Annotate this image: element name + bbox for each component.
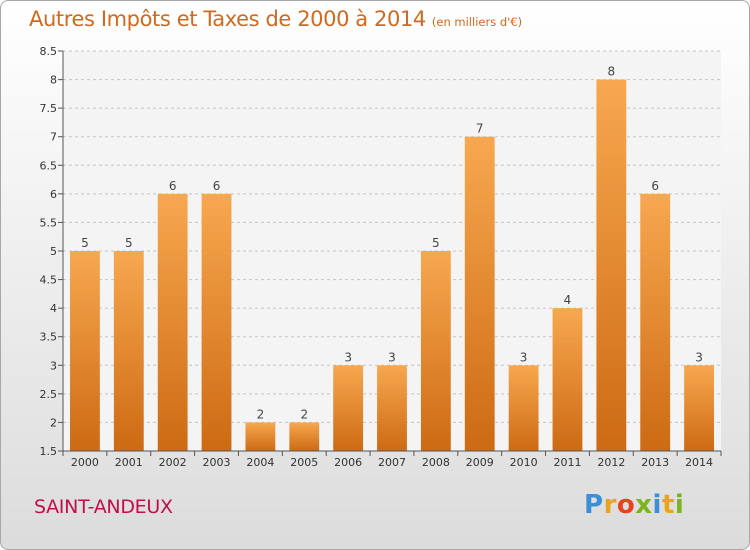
y-tick-label: 3.5 — [40, 331, 58, 344]
data-label-2003: 6 — [213, 179, 221, 193]
data-label-2009: 7 — [476, 122, 484, 136]
bar-2007 — [377, 365, 407, 451]
logo-letter: o — [616, 490, 636, 520]
x-tick-label: 2011 — [553, 456, 581, 469]
data-label-2011: 4 — [564, 293, 572, 307]
y-tick-label: 6 — [50, 188, 57, 201]
y-tick-label: 2.5 — [40, 388, 58, 401]
y-tick-label: 8 — [50, 74, 57, 87]
bar-2011 — [552, 308, 583, 451]
data-label-2013: 6 — [651, 179, 659, 193]
data-label-2008: 5 — [432, 236, 440, 250]
bars — [70, 79, 714, 452]
data-label-2001: 5 — [125, 236, 133, 250]
bar-2006 — [333, 365, 364, 451]
x-tick-label: 2003 — [203, 456, 231, 469]
x-tick-label: 2012 — [597, 456, 625, 469]
bar-2000 — [70, 251, 100, 451]
y-tick-label: 2 — [50, 416, 57, 429]
logo-letter: P — [584, 490, 604, 520]
logo-letter: i — [674, 490, 685, 520]
data-label-2014: 3 — [695, 350, 703, 364]
x-tick-label: 2000 — [71, 456, 99, 469]
data-label-2004: 2 — [257, 407, 265, 421]
y-tick-label: 1.5 — [40, 445, 58, 458]
x-tick-label: 2008 — [422, 456, 450, 469]
logo-letter: r — [603, 490, 617, 520]
bar-2009 — [464, 136, 495, 451]
bar-2002 — [157, 193, 188, 451]
y-tick-label: 4.5 — [40, 274, 58, 287]
x-tick-label: 2009 — [466, 456, 494, 469]
bar-2001 — [113, 251, 144, 451]
y-tick-label: 7.5 — [40, 102, 58, 115]
x-tick-label: 2002 — [159, 456, 187, 469]
bar-2005 — [289, 422, 320, 451]
x-tick-label: 2010 — [510, 456, 538, 469]
data-label-2010: 3 — [520, 350, 528, 364]
bar-2012 — [596, 79, 627, 452]
data-label-2002: 6 — [169, 179, 177, 193]
x-tick-label: 2014 — [685, 456, 713, 469]
data-label-2007: 3 — [388, 350, 396, 364]
chart-title-text: Autres Impôts et Taxes de 2000 à 2014 — [29, 7, 426, 31]
bar-2004 — [245, 422, 276, 451]
x-tick-label: 2013 — [641, 456, 669, 469]
x-tick-label: 2005 — [290, 456, 318, 469]
proxiti-logo[interactable]: Proxiti — [584, 490, 684, 520]
y-tick-label: 4 — [50, 302, 57, 315]
y-axis: 1.5 2 2.5 3 3.5 4 4.5 5 5.5 6 6.5 7 7.5 8 8.5 — [40, 45, 64, 458]
x-tick-label: 2004 — [246, 456, 274, 469]
chart-title: Autres Impôts et Taxes de 2000 à 2014 (en… — [29, 7, 522, 31]
x-tick-label: 2007 — [378, 456, 406, 469]
data-label-2006: 3 — [344, 350, 352, 364]
bar-2003 — [201, 193, 232, 451]
commune-name: SAINT-ANDEUX — [34, 496, 173, 518]
logo-letter: x — [635, 490, 653, 520]
x-tick-label: 2006 — [334, 456, 362, 469]
y-tick-label: 3 — [50, 359, 57, 372]
data-labels: 5 5 6 6 2 2 3 3 5 7 3 4 8 6 3 — [81, 65, 703, 422]
data-label-2005: 2 — [300, 407, 308, 421]
y-tick-label: 5.5 — [40, 216, 58, 229]
bar-2008 — [420, 251, 451, 451]
bar-2013 — [640, 193, 671, 451]
chart-subtitle: (en milliers d'€) — [431, 15, 523, 29]
y-tick-label: 7 — [50, 131, 57, 144]
data-label-2000: 5 — [81, 236, 89, 250]
y-tick-label: 6.5 — [40, 159, 58, 172]
logo-letter: t — [661, 490, 675, 520]
bar-2014 — [684, 365, 714, 451]
y-tick-label: 5 — [50, 245, 57, 258]
x-tick-label: 2001 — [115, 456, 143, 469]
logo-letter: i — [652, 490, 662, 520]
x-axis: 2000 2001 2002 2003 2004 2005 2006 2007 2008 2009… — [62, 450, 722, 469]
data-label-2012: 8 — [608, 65, 616, 79]
y-tick-label: 8.5 — [40, 45, 58, 58]
bar-2010 — [508, 365, 539, 451]
